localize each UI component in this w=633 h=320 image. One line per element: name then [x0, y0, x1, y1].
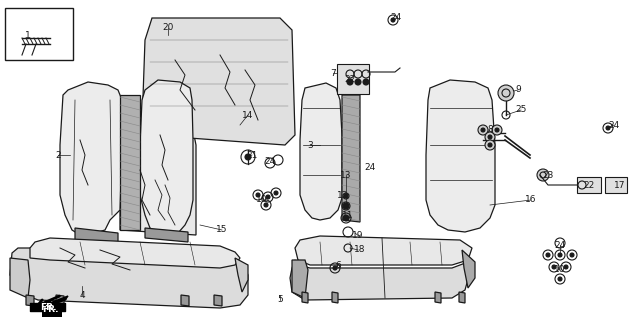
Text: 12: 12 [337, 190, 349, 199]
Circle shape [606, 126, 610, 130]
Polygon shape [145, 228, 188, 242]
Text: FR.: FR. [43, 306, 61, 316]
Text: 20: 20 [162, 23, 173, 33]
Text: 22: 22 [584, 180, 594, 189]
Text: 24: 24 [365, 164, 375, 172]
Polygon shape [332, 292, 338, 303]
Circle shape [347, 79, 353, 85]
Text: 11: 11 [342, 211, 354, 220]
Polygon shape [342, 95, 360, 222]
Circle shape [488, 135, 492, 139]
Circle shape [266, 195, 270, 199]
Polygon shape [10, 258, 30, 298]
Polygon shape [60, 82, 122, 235]
Text: FR.: FR. [40, 302, 56, 311]
Circle shape [344, 194, 348, 198]
Text: 10: 10 [555, 266, 566, 275]
Circle shape [256, 193, 260, 197]
Text: 14: 14 [242, 110, 254, 119]
Text: 15: 15 [216, 226, 228, 235]
Polygon shape [56, 295, 64, 306]
Text: 3: 3 [307, 140, 313, 149]
Circle shape [552, 265, 556, 269]
Polygon shape [142, 18, 295, 145]
Circle shape [570, 253, 574, 257]
Polygon shape [26, 295, 34, 306]
Polygon shape [140, 80, 193, 235]
Circle shape [492, 125, 502, 135]
Text: 24: 24 [555, 241, 566, 250]
Circle shape [495, 128, 499, 132]
FancyBboxPatch shape [337, 64, 369, 94]
Polygon shape [235, 258, 248, 292]
Text: 6: 6 [335, 260, 341, 269]
Circle shape [363, 79, 369, 85]
Polygon shape [300, 83, 342, 220]
Polygon shape [120, 128, 196, 235]
Circle shape [485, 140, 495, 150]
Text: 24: 24 [265, 157, 275, 166]
Circle shape [274, 191, 278, 195]
Text: 7: 7 [330, 68, 336, 77]
Text: 23: 23 [542, 171, 554, 180]
Text: 10: 10 [256, 196, 268, 204]
Circle shape [343, 203, 349, 209]
Circle shape [564, 265, 568, 269]
Circle shape [245, 154, 251, 160]
Text: 19: 19 [352, 230, 364, 239]
Polygon shape [30, 238, 240, 268]
Text: 1: 1 [25, 30, 31, 39]
Text: 24: 24 [608, 121, 620, 130]
Circle shape [391, 18, 395, 22]
Polygon shape [290, 260, 470, 300]
Text: 16: 16 [525, 196, 537, 204]
Circle shape [355, 79, 361, 85]
Text: 21: 21 [246, 150, 258, 159]
Circle shape [485, 132, 495, 142]
Polygon shape [462, 250, 475, 288]
Text: 22: 22 [344, 76, 356, 84]
FancyBboxPatch shape [577, 177, 601, 193]
Text: FR.: FR. [42, 305, 58, 314]
Circle shape [537, 169, 549, 181]
Circle shape [558, 253, 562, 257]
Circle shape [481, 128, 485, 132]
FancyBboxPatch shape [605, 177, 627, 193]
Polygon shape [459, 292, 465, 303]
Polygon shape [435, 292, 441, 303]
Text: 24: 24 [391, 13, 401, 22]
Text: 13: 13 [341, 171, 352, 180]
Circle shape [343, 215, 349, 221]
Polygon shape [120, 95, 140, 230]
Polygon shape [181, 295, 189, 306]
Text: 9: 9 [515, 85, 521, 94]
Circle shape [488, 143, 492, 147]
Text: 4: 4 [79, 291, 85, 300]
Polygon shape [295, 236, 472, 265]
Text: 8: 8 [487, 125, 493, 134]
Text: 2: 2 [55, 150, 61, 159]
Circle shape [546, 253, 550, 257]
Text: 5: 5 [277, 295, 283, 305]
Polygon shape [10, 248, 248, 308]
Polygon shape [12, 280, 238, 300]
FancyBboxPatch shape [5, 8, 73, 60]
Polygon shape [38, 296, 68, 310]
Polygon shape [302, 292, 308, 303]
Polygon shape [214, 295, 222, 306]
Text: 25: 25 [515, 106, 527, 115]
Polygon shape [292, 260, 308, 298]
Text: 18: 18 [354, 245, 366, 254]
Circle shape [498, 85, 514, 101]
Polygon shape [75, 228, 118, 245]
Circle shape [558, 277, 562, 281]
Polygon shape [426, 80, 495, 232]
Circle shape [333, 266, 337, 270]
Text: 17: 17 [614, 180, 626, 189]
Circle shape [264, 203, 268, 207]
Circle shape [478, 125, 488, 135]
